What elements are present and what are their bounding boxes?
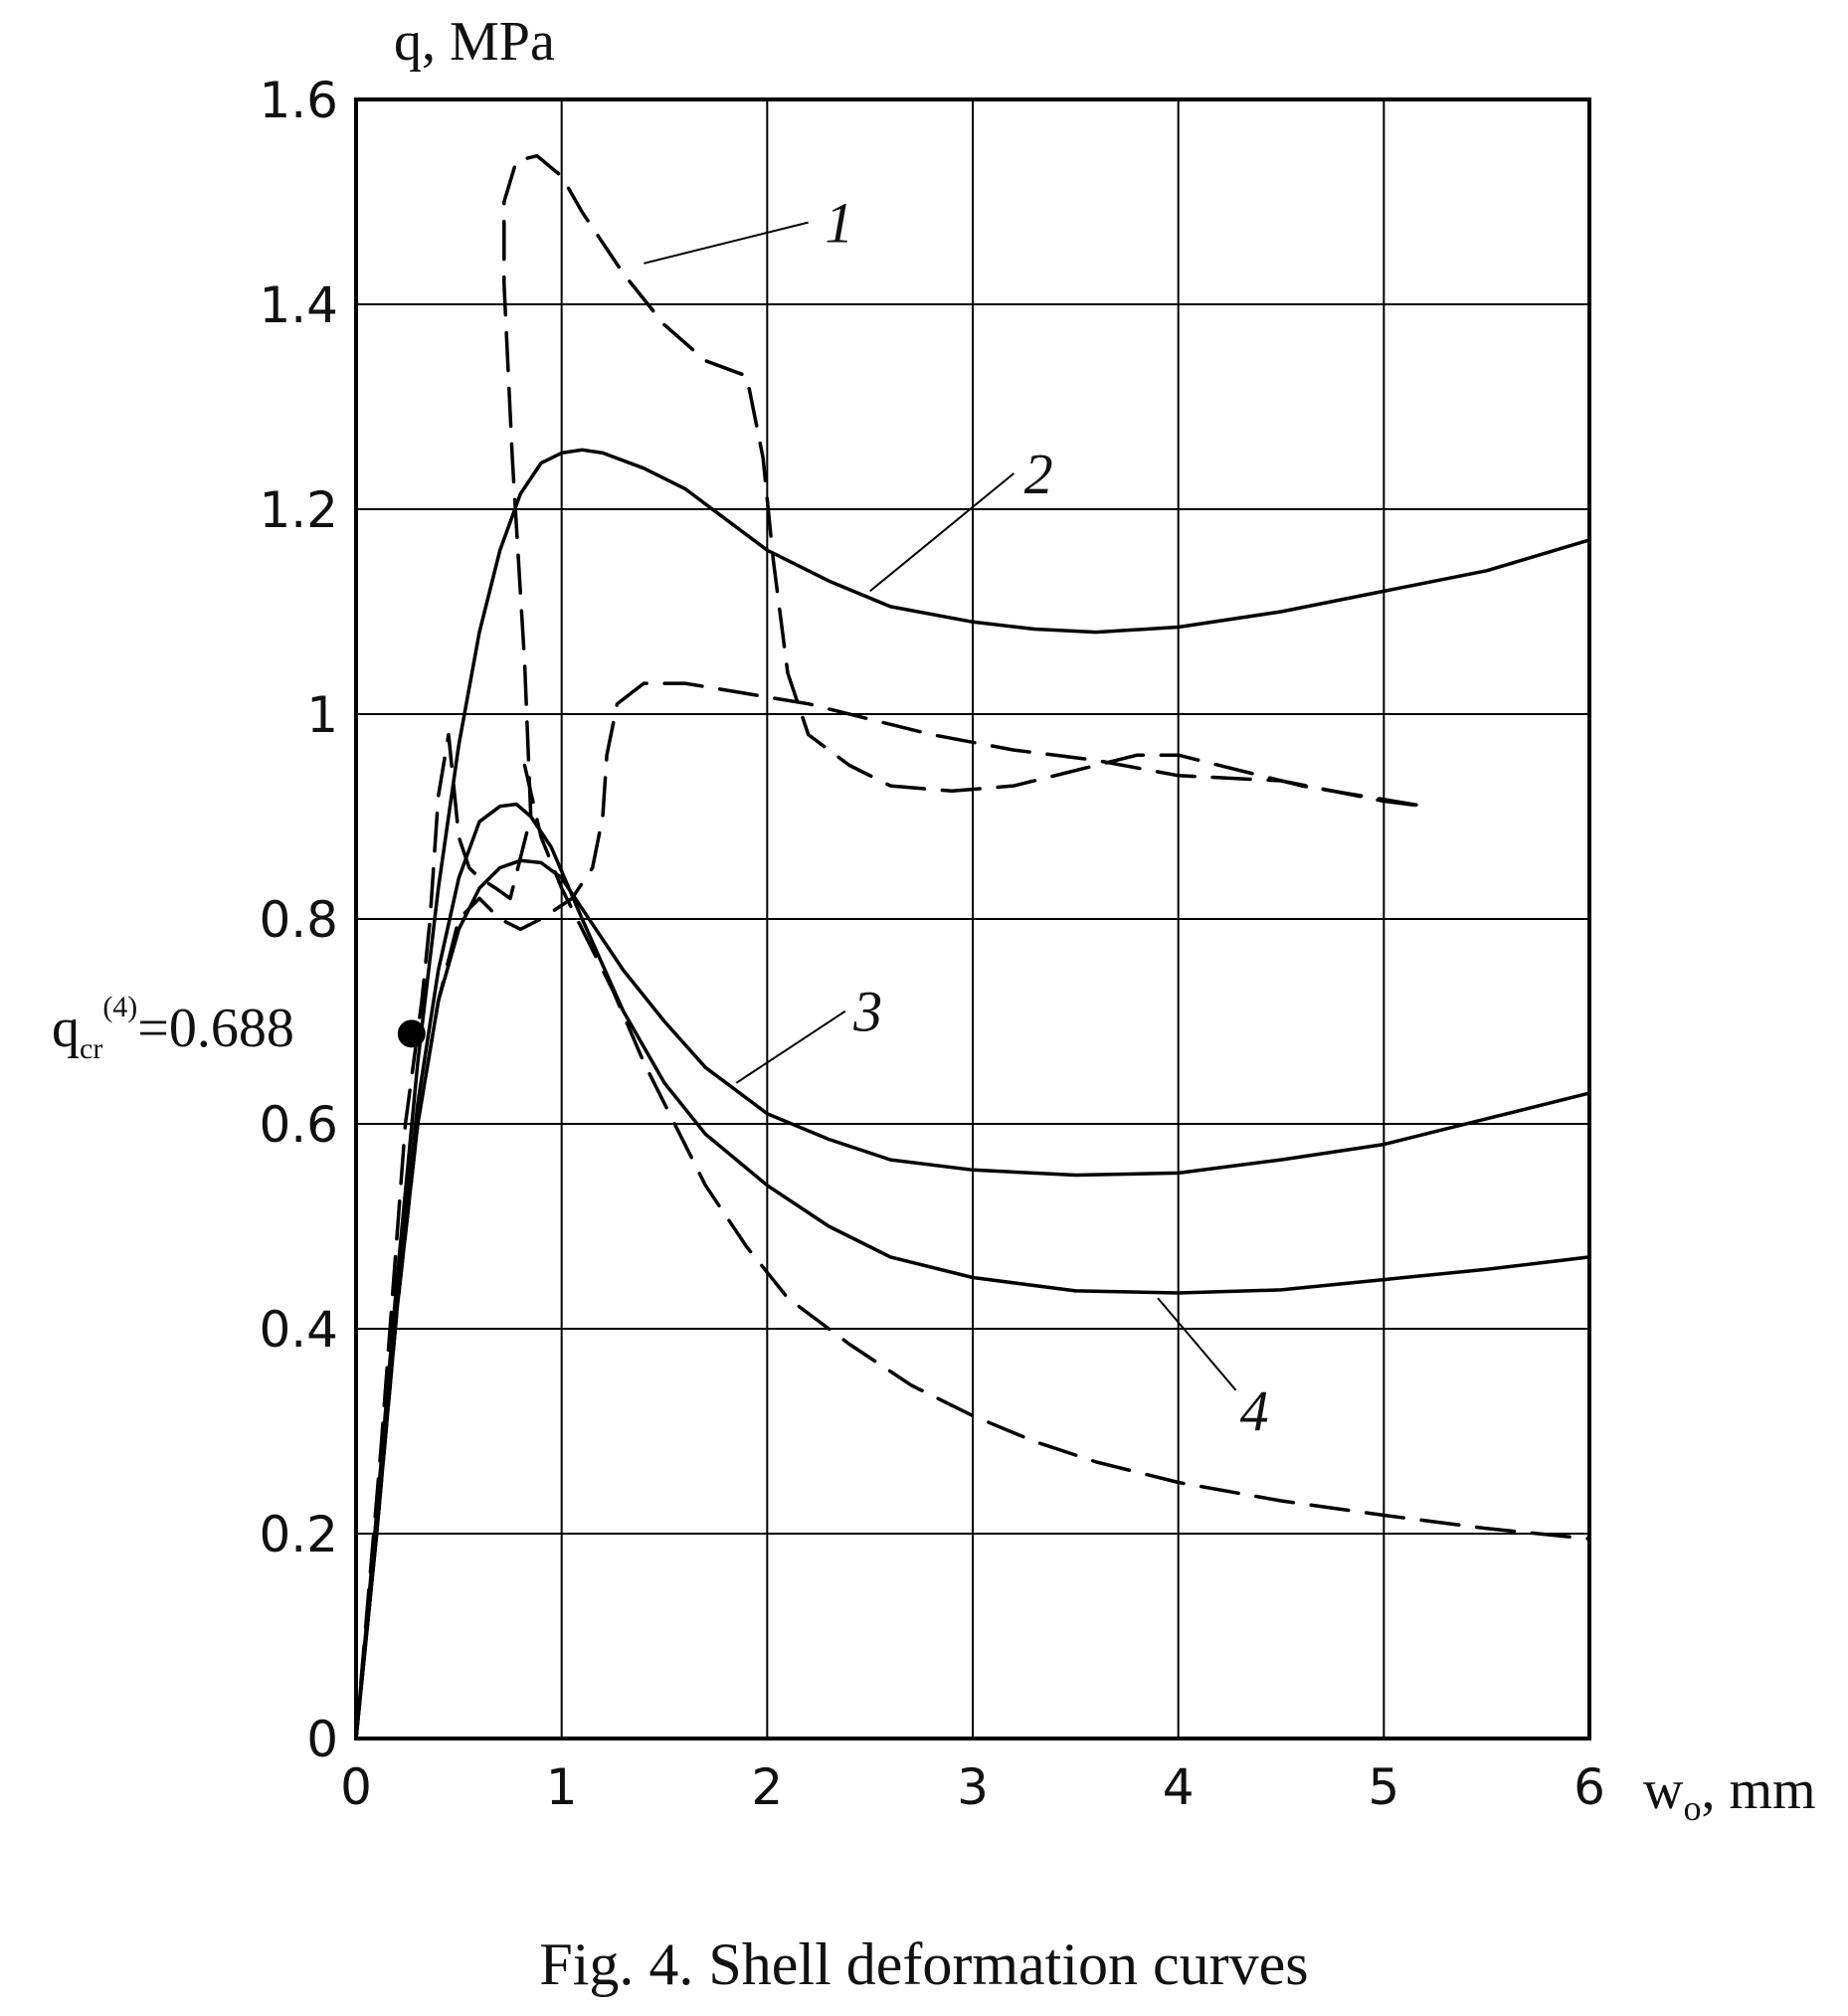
x-tick-label-4: 4 xyxy=(1163,1758,1195,1816)
leader-curve-4 xyxy=(1157,1297,1237,1391)
label-curve-3: 3 xyxy=(852,980,882,1044)
x-tick-label-2: 2 xyxy=(751,1758,783,1816)
y-tick-label-8: 1.6 xyxy=(259,72,338,129)
grid xyxy=(355,98,1590,1740)
tick-labels: 0 1 2 3 4 5 6 0 0.2 0.4 0.6 0.8 1 1.2 1.4 1.6 xyxy=(259,72,1604,1816)
curve-1 xyxy=(354,153,1427,1741)
label-curve-4: 4 xyxy=(1240,1378,1269,1443)
y-tick-label-4: 0.8 xyxy=(259,891,338,949)
curves xyxy=(354,153,1591,1741)
y-tick-label-1: 0.2 xyxy=(259,1506,338,1563)
curve-4 xyxy=(354,802,1591,1741)
x-axis-title-unit: , mm xyxy=(1701,1759,1815,1821)
critical-load-value: =0.688 xyxy=(137,998,294,1059)
x-tick-label-5: 5 xyxy=(1368,1758,1399,1816)
plot-frame xyxy=(354,97,1591,1741)
x-axis-title: wo, mm xyxy=(1643,1759,1816,1828)
label-curve-1: 1 xyxy=(825,191,853,256)
y-tick-label-3: 0.6 xyxy=(259,1096,338,1154)
plot-area-border xyxy=(354,97,1591,1741)
curve-leaders: 1 2 3 4 xyxy=(644,191,1269,1443)
x-tick-label-6: 6 xyxy=(1573,1758,1605,1816)
curve-6 xyxy=(522,763,1591,1541)
figure-caption: Fig. 4. Shell deformation curves xyxy=(539,1931,1308,1997)
y-tick-label-5: 1 xyxy=(306,686,338,744)
x-tick-label-0: 0 xyxy=(340,1758,372,1816)
y-tick-label-0: 0 xyxy=(306,1711,338,1768)
critical-point-marker xyxy=(397,1019,426,1048)
x-axis-title-main: w xyxy=(1643,1759,1684,1821)
critical-load-main: q xyxy=(52,998,80,1059)
x-tick-label-1: 1 xyxy=(546,1758,578,1816)
y-tick-label-6: 1.2 xyxy=(259,481,338,539)
critical-load-sup: (4) xyxy=(102,991,137,1023)
y-axis-title: q, MPa xyxy=(394,11,555,73)
leader-curve-3 xyxy=(735,1009,846,1084)
y-tick-label-7: 1.4 xyxy=(259,276,338,334)
y-tick-label-2: 0.4 xyxy=(259,1301,338,1359)
critical-load-sub: cr xyxy=(80,1032,102,1065)
leader-curve-2 xyxy=(869,472,1015,593)
x-axis-title-sub: o xyxy=(1683,1788,1701,1828)
curve-5 xyxy=(354,681,1427,1741)
curve-2 xyxy=(354,448,1591,1741)
critical-load-label: qcr(4)=0.688 xyxy=(52,991,294,1065)
leader-curve-1 xyxy=(644,221,809,265)
label-curve-2: 2 xyxy=(1024,442,1053,506)
x-tick-label-3: 3 xyxy=(957,1758,989,1816)
